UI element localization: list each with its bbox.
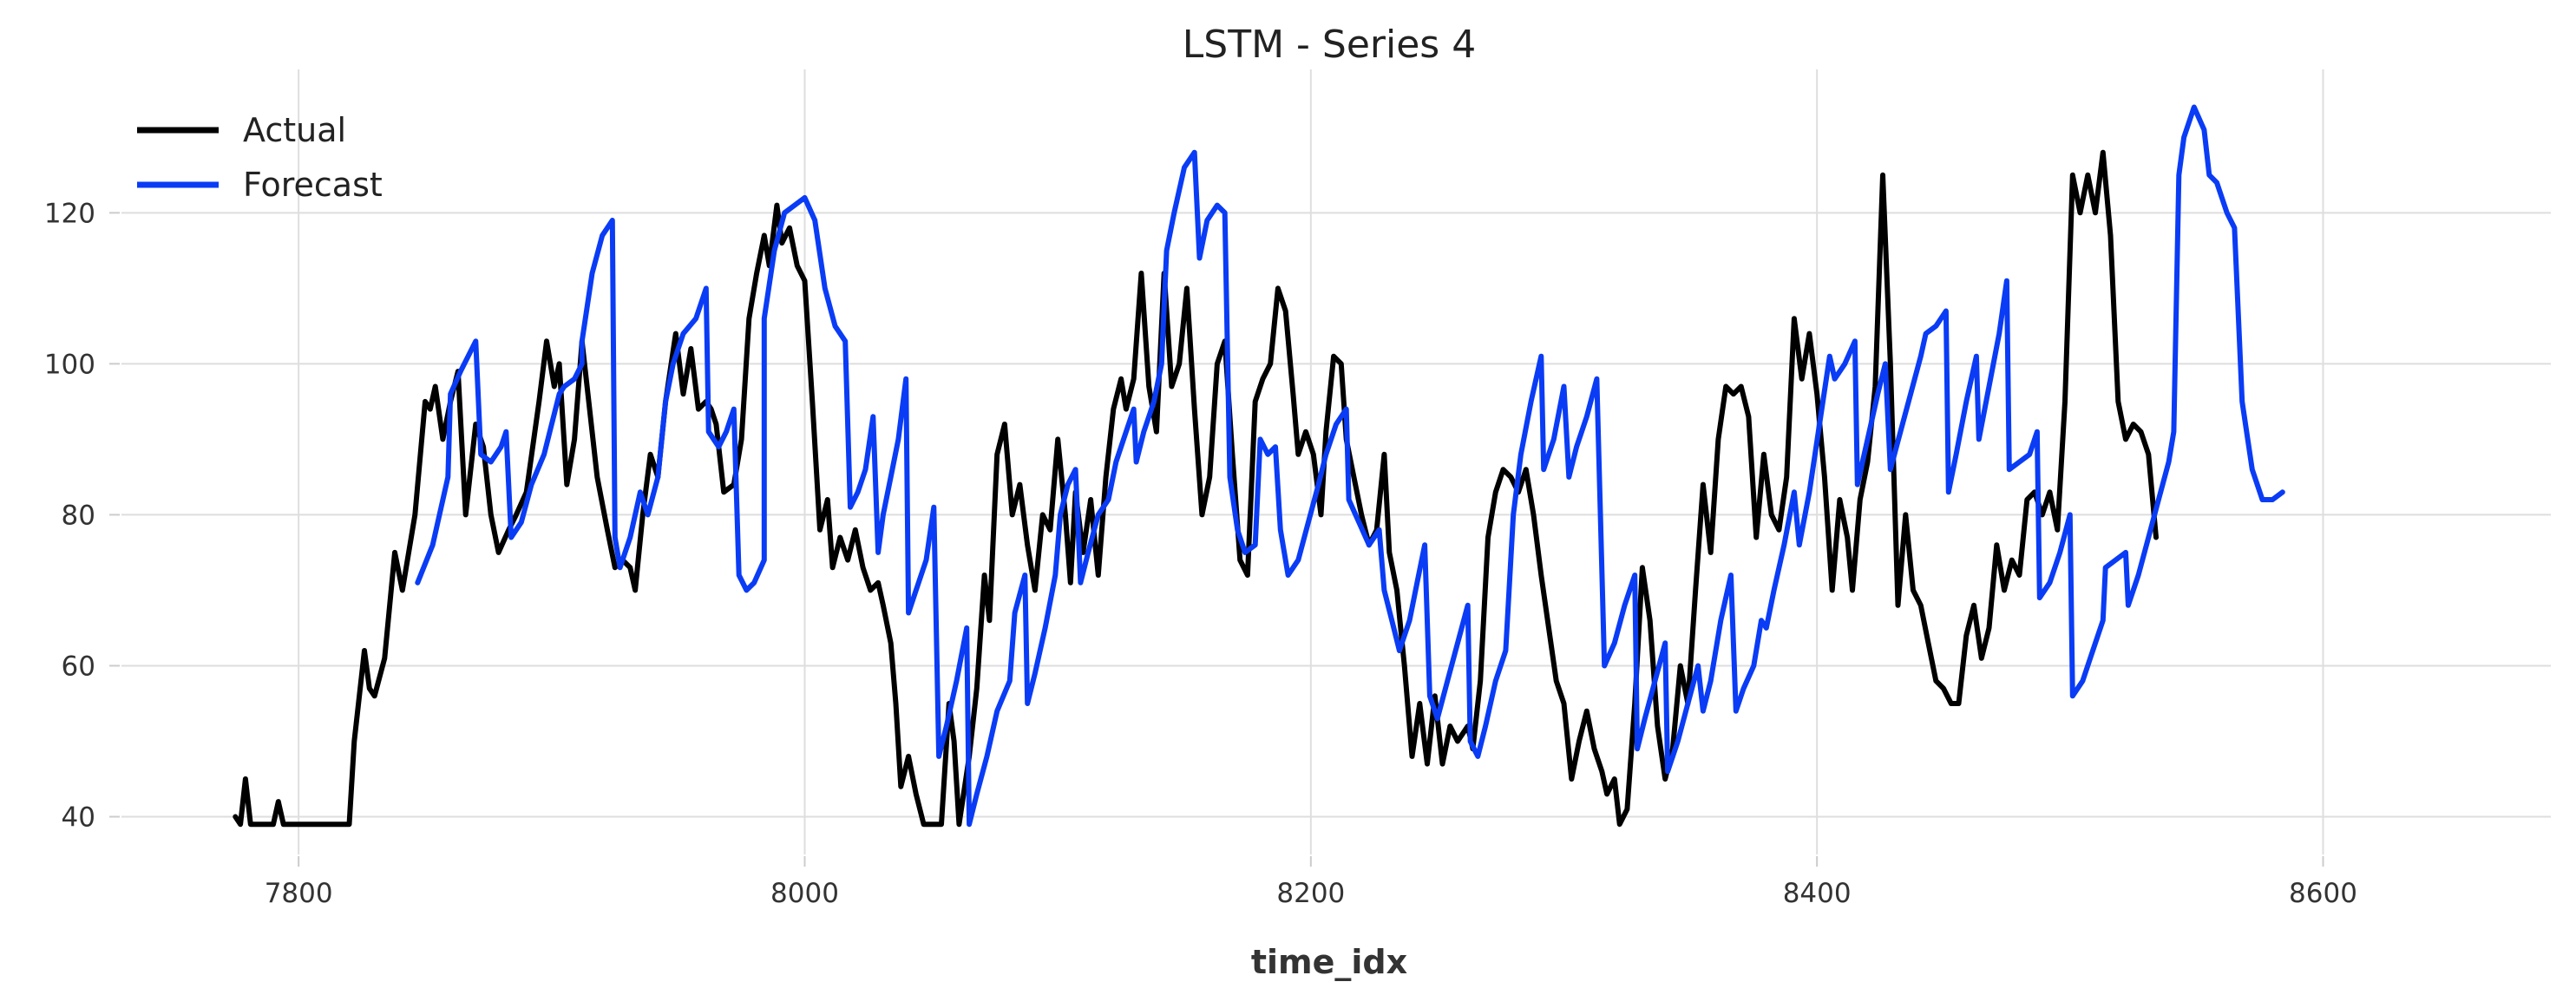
grid-layer	[121, 69, 2551, 854]
legend: Actual Forecast	[137, 111, 383, 204]
chart-title: LSTM - Series 4	[1183, 23, 1476, 67]
x-tick-label: 8600	[2289, 878, 2357, 909]
series-line-actual	[233, 149, 2159, 828]
series-layer	[233, 104, 2285, 828]
y-tick-label: 100	[44, 349, 95, 380]
x-tick-label: 8400	[1783, 878, 1852, 909]
legend-label-actual: Actual	[243, 111, 346, 149]
series-line-forecast	[415, 104, 2285, 828]
x-tick-label: 8000	[770, 878, 839, 909]
y-tick-label: 40	[62, 802, 95, 833]
legend-label-forecast: Forecast	[243, 166, 383, 204]
x-axis-label: time_idx	[1251, 943, 1407, 981]
tick-layer: 7800 8000 8200 8400 8600 40 60 80 100 120	[44, 198, 2357, 909]
y-tick-label: 120	[44, 198, 95, 229]
x-tick-label: 7800	[265, 878, 333, 909]
y-tick-label: 60	[62, 651, 95, 682]
y-tick-label: 80	[62, 500, 95, 531]
x-tick-label: 8200	[1276, 878, 1345, 909]
